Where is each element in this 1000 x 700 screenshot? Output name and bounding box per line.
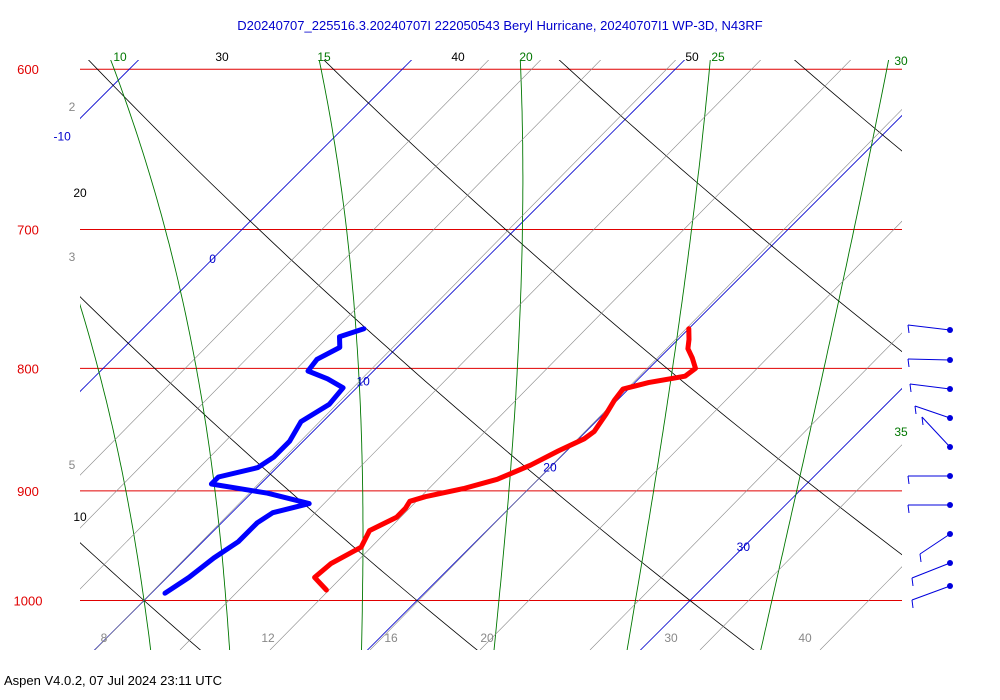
wind-barb-staff <box>919 533 951 555</box>
wind-barb-staff <box>911 562 951 579</box>
bottom-axis-label: 16 <box>384 631 398 645</box>
mixing-ratio-line <box>589 332 902 650</box>
moist-adiabat-line <box>80 303 152 650</box>
mixing-ratio-line <box>479 220 902 650</box>
dry-adiabat-label: 10 <box>73 510 87 524</box>
dewpoint-profile <box>162 326 367 596</box>
mixing-ratio-line <box>80 60 602 590</box>
wind-barb-flag <box>907 475 910 485</box>
wind-barb-flag <box>919 553 922 563</box>
moist-adiabat-label: 35 <box>894 425 908 439</box>
mixing-ratio-line <box>269 60 852 650</box>
moist-adiabat-line <box>760 60 890 650</box>
dry-adiabat-line <box>558 60 902 353</box>
isotherm-label: -10 <box>53 129 71 143</box>
isotherm-line <box>80 60 413 393</box>
isobar-label: 800 <box>17 361 39 376</box>
wind-barb-flag <box>907 358 910 368</box>
isotherm-label: 10 <box>356 374 370 388</box>
temperature-profile <box>312 326 698 593</box>
moist-adiabat-label: 10 <box>113 50 127 64</box>
bottom-axis-label: 20 <box>480 631 494 645</box>
mixing-ratio-line <box>819 566 902 650</box>
wind-barb-flag <box>907 324 910 334</box>
axis-labels: 600 700 800 900 1000 -10 0 10 20 30 10 20 30 40 50 10 15… <box>14 50 908 645</box>
isobar-label: 1000 <box>14 594 43 609</box>
isotherm-line <box>93 60 686 650</box>
mixing-ratio-line <box>94 60 677 650</box>
mixing-ratio-line <box>369 108 902 650</box>
isotherm-line <box>639 387 902 650</box>
dry-adiabat-line <box>793 60 902 152</box>
dry-adiabat-line <box>80 296 478 650</box>
wind-barb-staff <box>911 585 951 601</box>
mixing-ratio-line <box>80 60 490 476</box>
dry-adiabat-line <box>955 0 1000 661</box>
dry-adiabat-line <box>80 542 202 650</box>
moist-adiabat-line <box>493 60 524 650</box>
mixing-ratio-label: 3 <box>69 250 76 264</box>
isotherm-label: 0 <box>209 252 216 266</box>
isotherm-line <box>912 0 1000 651</box>
wind-barb-staff <box>907 358 951 361</box>
moist-adiabat-label: 30 <box>894 54 908 68</box>
bottom-axis-label: 30 <box>664 631 678 645</box>
moist-adiabat-label: 20 <box>519 50 533 64</box>
moist-adiabat-label: 25 <box>711 50 725 64</box>
mixing-ratio-label: 5 <box>69 458 76 472</box>
dry-adiabat-label: 30 <box>215 50 229 64</box>
wind-barb-flag <box>911 577 914 587</box>
footer-version: Aspen V4.0.2, 07 Jul 2024 23:11 UTC <box>4 673 223 688</box>
mixing-ratio-line <box>699 444 902 650</box>
isotherm-line <box>80 60 140 120</box>
isobar-label: 700 <box>17 223 39 238</box>
wind-barb-staff <box>907 324 951 331</box>
profiles <box>162 326 698 596</box>
dry-adiabat-label: 40 <box>451 50 465 64</box>
wind-barb-flag <box>907 504 910 514</box>
isotherm-label: 20 <box>543 461 557 475</box>
grid-lines <box>80 0 1000 661</box>
bottom-axis-label: 40 <box>798 631 812 645</box>
dry-adiabat-label: 20 <box>73 186 87 200</box>
bottom-axis-label: 8 <box>101 631 108 645</box>
dry-adiabat-line <box>88 60 755 650</box>
moist-adiabat-label: 15 <box>317 50 331 64</box>
mixing-ratio-line <box>179 60 762 650</box>
isotherm-line <box>366 114 902 650</box>
chart-title: D20240707_225516.3.20240707I 222050543 B… <box>237 18 763 33</box>
wind-barb-flag <box>914 405 917 415</box>
moist-adiabat-line <box>110 60 231 650</box>
isobar-label: 600 <box>17 62 39 77</box>
isobar-label: 900 <box>17 484 39 499</box>
moist-adiabat-line <box>626 60 711 650</box>
bottom-axis-label: 12 <box>261 631 275 645</box>
mixing-ratio-label: 2 <box>69 100 76 114</box>
mixing-ratio-line <box>80 60 542 529</box>
wind-barb-staff <box>909 383 951 390</box>
wind-barb-staff <box>921 416 951 448</box>
isotherm-label: 30 <box>737 540 751 554</box>
wind-barb-flag <box>911 599 914 609</box>
dry-adiabat-label: 50 <box>685 50 699 64</box>
wind-barb-flag <box>909 383 912 393</box>
wind-barb-staff <box>914 405 951 419</box>
wind-barbs <box>907 324 953 609</box>
wind-barb-flag <box>921 416 924 426</box>
dry-adiabat-line <box>323 60 902 556</box>
